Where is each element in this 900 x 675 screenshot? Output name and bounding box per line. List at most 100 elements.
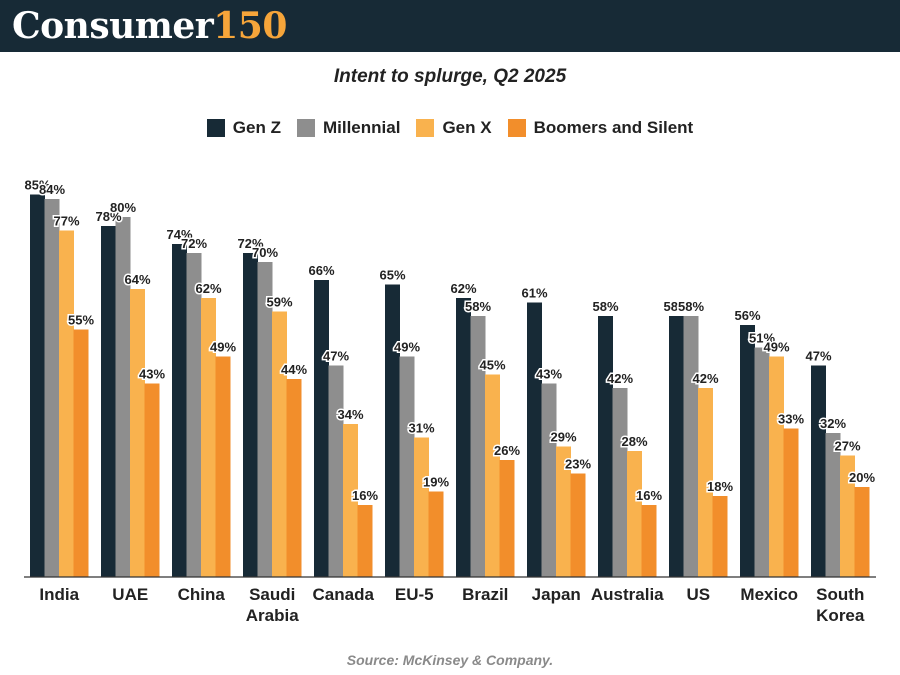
bar bbox=[243, 253, 258, 577]
bar bbox=[527, 302, 542, 577]
legend-label: Millennial bbox=[322, 118, 401, 137]
bar bbox=[73, 329, 89, 577]
x-tick-label: EU-5 bbox=[395, 585, 434, 604]
bar bbox=[59, 230, 74, 577]
data-label: 51% bbox=[749, 331, 775, 346]
data-label: 77% bbox=[53, 214, 79, 229]
bar bbox=[343, 424, 358, 577]
data-label: 43% bbox=[536, 367, 562, 382]
data-label: 32% bbox=[820, 416, 846, 431]
bar bbox=[811, 365, 826, 577]
x-tick-label-line: Australia bbox=[591, 585, 664, 604]
bar bbox=[30, 194, 45, 577]
legend-swatch bbox=[206, 119, 225, 137]
legend-swatch bbox=[296, 119, 315, 137]
bar bbox=[570, 473, 586, 577]
legend-label: Gen Z bbox=[232, 118, 281, 137]
data-label: 78% bbox=[95, 209, 121, 224]
data-label: 31% bbox=[408, 421, 434, 436]
data-label: 61% bbox=[521, 286, 547, 301]
bar bbox=[272, 311, 287, 577]
x-tick-label: India bbox=[39, 585, 79, 604]
bar bbox=[399, 356, 415, 577]
data-label: 47% bbox=[323, 349, 349, 364]
data-label: 18% bbox=[707, 479, 733, 494]
x-tick-label: China bbox=[178, 585, 226, 604]
data-label: 49% bbox=[210, 340, 236, 355]
x-tick-label-line: Korea bbox=[816, 606, 865, 625]
data-label: 19% bbox=[423, 475, 449, 490]
x-tick-label-line: Japan bbox=[532, 585, 581, 604]
legend-item: Boomers and Silent bbox=[507, 118, 693, 138]
x-tick-label-line: UAE bbox=[112, 585, 148, 604]
data-label: 74% bbox=[166, 227, 192, 242]
x-tick-label: Australia bbox=[591, 585, 664, 604]
data-label: 47% bbox=[805, 349, 831, 364]
bar bbox=[499, 460, 515, 577]
data-label: 23% bbox=[565, 457, 591, 472]
x-tick-label-line: Canada bbox=[313, 585, 375, 604]
bar bbox=[698, 388, 713, 577]
source-note: Source: McKinsey & Company. bbox=[346, 652, 554, 668]
chart-legend: Gen Z Millennial Gen X Boomers and Silent bbox=[0, 118, 900, 138]
bar bbox=[754, 347, 770, 577]
bar bbox=[357, 505, 373, 577]
data-label: 58% bbox=[465, 299, 491, 314]
bar bbox=[328, 365, 344, 577]
bar bbox=[257, 262, 273, 577]
bars-layer bbox=[30, 194, 870, 577]
bar bbox=[485, 374, 500, 577]
data-label: 29% bbox=[550, 430, 576, 445]
data-label: 72% bbox=[181, 236, 207, 251]
bar bbox=[385, 284, 400, 577]
data-label: 42% bbox=[607, 371, 633, 386]
bar bbox=[115, 217, 131, 577]
bar bbox=[186, 253, 202, 577]
bar bbox=[712, 496, 728, 577]
data-label: 58% bbox=[678, 299, 704, 314]
data-label: 42% bbox=[692, 371, 718, 386]
x-tick-label-line: Saudi bbox=[249, 585, 295, 604]
x-tick-label: Japan bbox=[532, 585, 581, 604]
x-tick-label: Canada bbox=[313, 585, 375, 604]
data-label: 34% bbox=[337, 407, 363, 422]
data-label: 62% bbox=[195, 281, 221, 296]
bar bbox=[286, 379, 302, 577]
data-label: 58% bbox=[663, 299, 689, 314]
chart-title: Intent to splurge, Q2 2025 bbox=[333, 66, 567, 87]
x-tick-label-line: China bbox=[178, 585, 226, 604]
bar bbox=[683, 316, 699, 577]
data-label: 16% bbox=[352, 488, 378, 503]
bar bbox=[470, 316, 486, 577]
bar bbox=[172, 244, 187, 577]
data-label: 49% bbox=[394, 340, 420, 355]
data-label: 72% bbox=[237, 236, 263, 251]
x-tick-label-line: Brazil bbox=[462, 585, 508, 604]
data-label: 56% bbox=[734, 308, 760, 323]
data-label: 55% bbox=[68, 313, 94, 328]
data-label: 66% bbox=[308, 263, 334, 278]
legend-swatch bbox=[507, 119, 526, 137]
x-tick-label-line: Mexico bbox=[740, 585, 798, 604]
legend-label: Gen X bbox=[442, 118, 492, 137]
x-tick-label: South Korea bbox=[816, 585, 865, 625]
data-label: 28% bbox=[621, 434, 647, 449]
x-tick-label-line: India bbox=[39, 585, 79, 604]
data-label: 84% bbox=[39, 182, 65, 197]
legend-item: Gen X bbox=[416, 118, 492, 138]
data-label: 27% bbox=[834, 439, 860, 454]
bar bbox=[783, 428, 799, 577]
data-label: 58% bbox=[592, 299, 618, 314]
bar bbox=[598, 316, 613, 577]
bar bbox=[854, 487, 870, 577]
x-tick-label: Saudi Arabia bbox=[246, 585, 299, 625]
bar bbox=[215, 356, 231, 577]
bar bbox=[541, 383, 557, 577]
x-tick-label: UAE bbox=[112, 585, 148, 604]
brand-logo-word: Consumer bbox=[12, 5, 214, 47]
bar bbox=[740, 325, 755, 577]
data-label: 85% bbox=[24, 178, 50, 193]
bar bbox=[144, 383, 160, 577]
data-label: 26% bbox=[494, 443, 520, 458]
